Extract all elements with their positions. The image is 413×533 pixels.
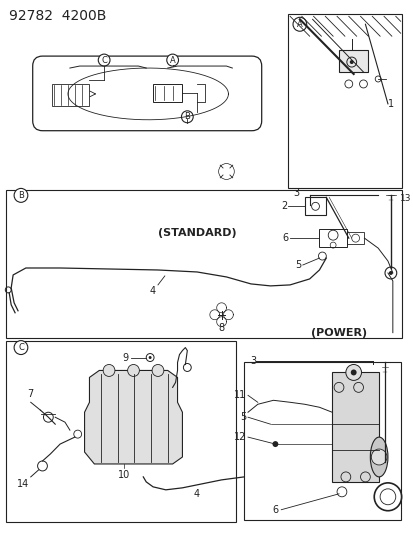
Bar (304, 197, 325, 215)
Text: 11: 11 (233, 390, 245, 400)
Circle shape (127, 365, 139, 376)
Bar (244, 362, 400, 520)
Bar (331, 373, 378, 482)
Circle shape (103, 365, 115, 376)
Circle shape (349, 60, 353, 64)
Circle shape (388, 271, 392, 275)
Text: 1: 1 (387, 99, 393, 109)
Text: A: A (169, 55, 175, 64)
Circle shape (14, 341, 28, 354)
Text: B: B (18, 191, 24, 200)
Text: (STANDARD): (STANDARD) (157, 228, 236, 238)
Circle shape (292, 17, 306, 31)
Circle shape (166, 54, 178, 66)
Circle shape (152, 365, 164, 376)
Text: 3: 3 (293, 188, 299, 198)
Bar (6, 190, 401, 337)
Text: 3: 3 (249, 356, 256, 366)
Circle shape (14, 188, 28, 203)
Text: 14: 14 (17, 479, 29, 489)
Text: 5: 5 (239, 412, 245, 422)
Circle shape (350, 369, 356, 375)
Bar (287, 14, 401, 188)
Text: C: C (101, 55, 107, 64)
Bar (319, 229, 346, 247)
Circle shape (218, 164, 234, 180)
Text: 8: 8 (218, 322, 224, 333)
Bar (338, 50, 368, 72)
Circle shape (98, 54, 110, 66)
Text: 6: 6 (272, 505, 278, 515)
Text: 10: 10 (117, 470, 130, 480)
Text: 13: 13 (399, 194, 410, 203)
Circle shape (148, 356, 151, 359)
Text: 4: 4 (194, 489, 200, 499)
Text: 9: 9 (122, 352, 128, 362)
Text: C: C (18, 343, 24, 352)
Text: B: B (184, 112, 190, 122)
Bar (346, 232, 363, 244)
Bar (6, 341, 236, 522)
Text: 5: 5 (295, 260, 301, 270)
Polygon shape (84, 370, 182, 464)
Text: 92782  4200B: 92782 4200B (9, 10, 106, 23)
Circle shape (345, 365, 361, 381)
Text: 12: 12 (233, 432, 245, 442)
Circle shape (272, 441, 278, 447)
Circle shape (384, 267, 396, 279)
Text: 6: 6 (281, 233, 287, 243)
Bar (52, 84, 89, 106)
Circle shape (181, 111, 193, 123)
Text: (POWER): (POWER) (310, 328, 366, 337)
Text: 4: 4 (150, 286, 156, 296)
Circle shape (370, 449, 386, 465)
Ellipse shape (370, 437, 387, 477)
Text: A: A (296, 20, 302, 29)
Text: 2: 2 (280, 201, 287, 211)
Text: 7: 7 (28, 389, 34, 399)
Bar (153, 84, 182, 102)
